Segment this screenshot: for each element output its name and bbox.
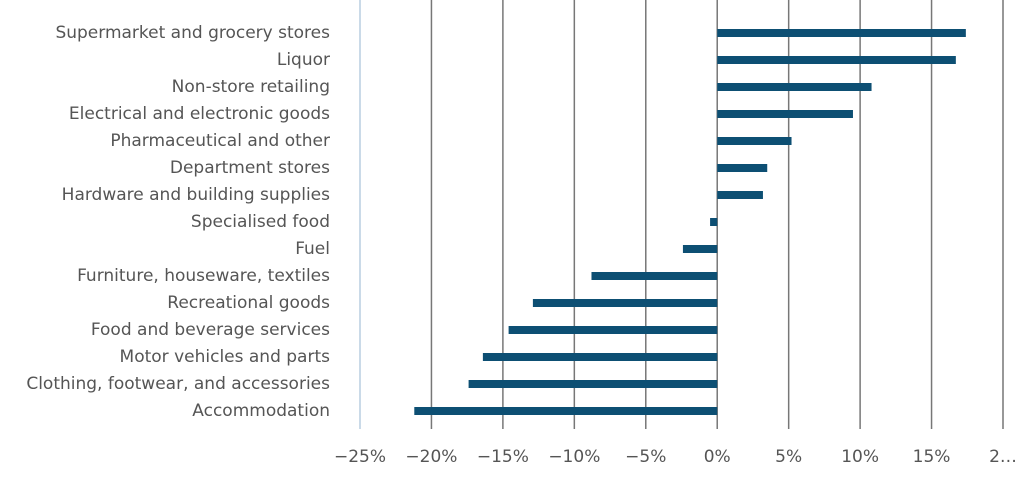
y-tick-label: Department stores xyxy=(170,158,330,178)
y-tick-label: Food and beverage services xyxy=(91,320,330,340)
y-tick-label: Motor vehicles and parts xyxy=(120,347,331,367)
bar xyxy=(717,56,956,64)
y-tick-label: Hardware and building supplies xyxy=(62,185,330,205)
bar xyxy=(482,353,718,361)
x-tick-label: 15% xyxy=(913,447,951,467)
x-tick-label: −25% xyxy=(334,447,386,467)
x-tick-label: 10% xyxy=(841,447,879,467)
x-tick-label: −15% xyxy=(477,447,529,467)
y-tick-label: Electrical and electronic goods xyxy=(69,104,330,124)
x-tick-label: 0% xyxy=(704,447,731,467)
bar xyxy=(414,407,718,415)
bar xyxy=(717,110,853,118)
bar xyxy=(682,245,718,253)
bar xyxy=(591,272,718,280)
x-tick-label: 5% xyxy=(775,447,802,467)
bar xyxy=(717,83,872,91)
x-tick-label: −10% xyxy=(548,447,600,467)
bar xyxy=(717,137,792,145)
bar xyxy=(717,191,763,199)
y-tick-label: Supermarket and grocery stores xyxy=(55,23,330,43)
y-tick-label: Non-store retailing xyxy=(172,77,330,97)
x-tick-label: −5% xyxy=(625,447,666,467)
y-tick-label: Pharmaceutical and other xyxy=(110,131,330,151)
y-tick-label: Specialised food xyxy=(191,212,330,232)
x-tick-label: 2… xyxy=(989,447,1017,467)
bar xyxy=(717,164,768,172)
y-tick-label: Furniture, houseware, textiles xyxy=(77,266,330,286)
y-tick-label: Fuel xyxy=(295,239,330,259)
x-tick-label: −20% xyxy=(405,447,457,467)
y-tick-label: Clothing, footwear, and accessories xyxy=(26,374,330,394)
y-tick-label: Accommodation xyxy=(192,401,330,421)
bar xyxy=(508,326,718,334)
bar xyxy=(717,29,966,37)
bar xyxy=(532,299,718,307)
bar xyxy=(710,218,718,226)
y-tick-label: Recreational goods xyxy=(167,293,330,313)
bar xyxy=(468,380,718,388)
y-tick-label: Liquor xyxy=(277,50,330,70)
